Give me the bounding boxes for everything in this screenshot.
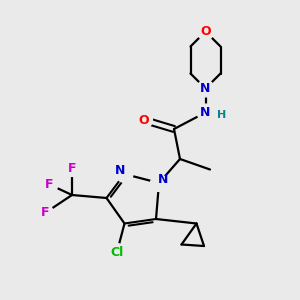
- Text: F: F: [41, 206, 49, 220]
- Text: O: O: [200, 25, 211, 38]
- Circle shape: [41, 176, 58, 193]
- Circle shape: [136, 112, 152, 128]
- Text: N: N: [115, 164, 125, 177]
- Circle shape: [197, 104, 214, 121]
- Text: H: H: [218, 110, 226, 120]
- Text: Cl: Cl: [110, 245, 124, 259]
- Circle shape: [37, 205, 53, 221]
- Circle shape: [197, 23, 214, 40]
- Text: N: N: [200, 106, 211, 119]
- Text: F: F: [45, 178, 54, 191]
- Circle shape: [197, 80, 214, 97]
- Circle shape: [64, 160, 80, 176]
- Text: N: N: [158, 173, 168, 186]
- Circle shape: [109, 244, 125, 260]
- Circle shape: [151, 175, 167, 191]
- Text: N: N: [200, 82, 211, 95]
- Text: F: F: [68, 161, 76, 175]
- Circle shape: [116, 166, 133, 182]
- Text: O: O: [139, 113, 149, 127]
